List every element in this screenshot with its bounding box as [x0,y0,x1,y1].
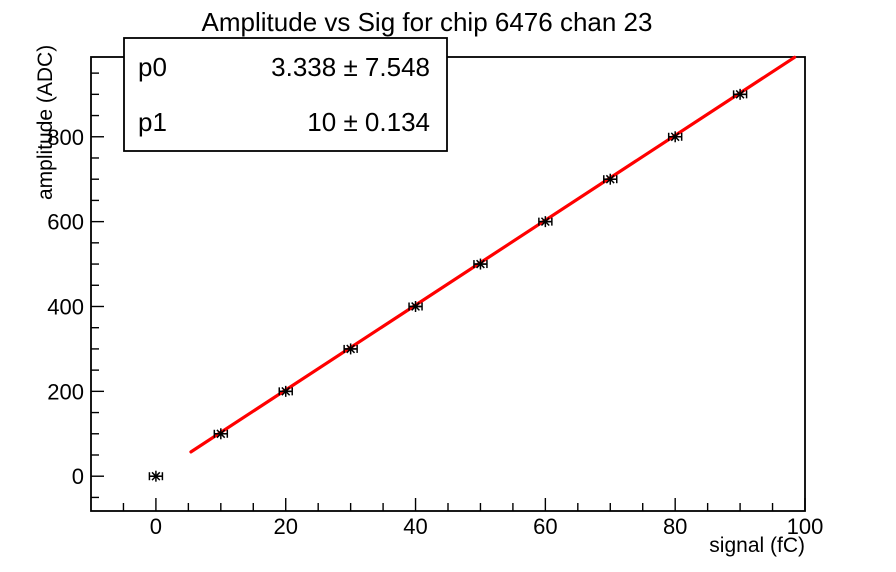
marker-asterisk-ray [605,174,615,184]
data-point [732,88,748,100]
stats-value-p0: 3.338 ± 7.548 [271,52,430,82]
data-point [667,131,683,143]
y-tick-label: 600 [47,210,84,235]
marker-asterisk-ray [216,429,226,439]
x-axis-title: signal (fC) [709,534,805,557]
plot-title: Amplitude vs Sig for chip 6476 chan 23 [202,7,653,37]
marker-asterisk-ray [151,471,161,481]
data-point [538,216,553,228]
marker-asterisk-ray [735,89,745,99]
data-points-layer [148,88,748,482]
marker-asterisk-ray [540,217,550,227]
data-point [278,385,293,397]
marker-asterisk-ray [411,302,420,311]
stats-box-border [123,37,448,152]
x-tick-label: 40 [403,514,427,539]
stats-param-p0: p0 [138,52,167,82]
y-tick-label: 0 [72,464,84,489]
data-point [213,428,229,440]
y-tick-label: 200 [47,379,84,404]
data-point [473,258,488,270]
data-point [408,300,423,312]
data-point [148,470,164,482]
stats-value-p1: 10 ± 0.134 [307,107,430,137]
fit-line-layer [189,55,797,454]
y-tick-label: 400 [47,294,84,319]
marker-asterisk-ray [281,386,291,396]
axis-ticks-layer: 0 20 40 60 80 100 0 200 400 600 800 [47,72,824,539]
x-tick-label: 20 [273,514,297,539]
stats-box: p0 3.338 ± 7.548 p1 10 ± 0.134 [123,37,448,152]
x-tick-label: 0 [150,514,162,539]
fit-line [189,55,797,454]
y-tick-label: 800 [47,125,84,150]
stats-param-p1: p1 [138,107,167,137]
marker-asterisk-ray [670,132,680,142]
marker-asterisk-ray [476,259,485,269]
data-point [603,173,618,185]
x-tick-label: 100 [787,514,824,539]
x-tick-label: 60 [533,514,557,539]
y-axis-title: amplitude (ADC) [34,45,57,200]
x-tick-label: 80 [663,514,687,539]
data-point [343,343,358,355]
marker-asterisk-ray [346,344,356,354]
